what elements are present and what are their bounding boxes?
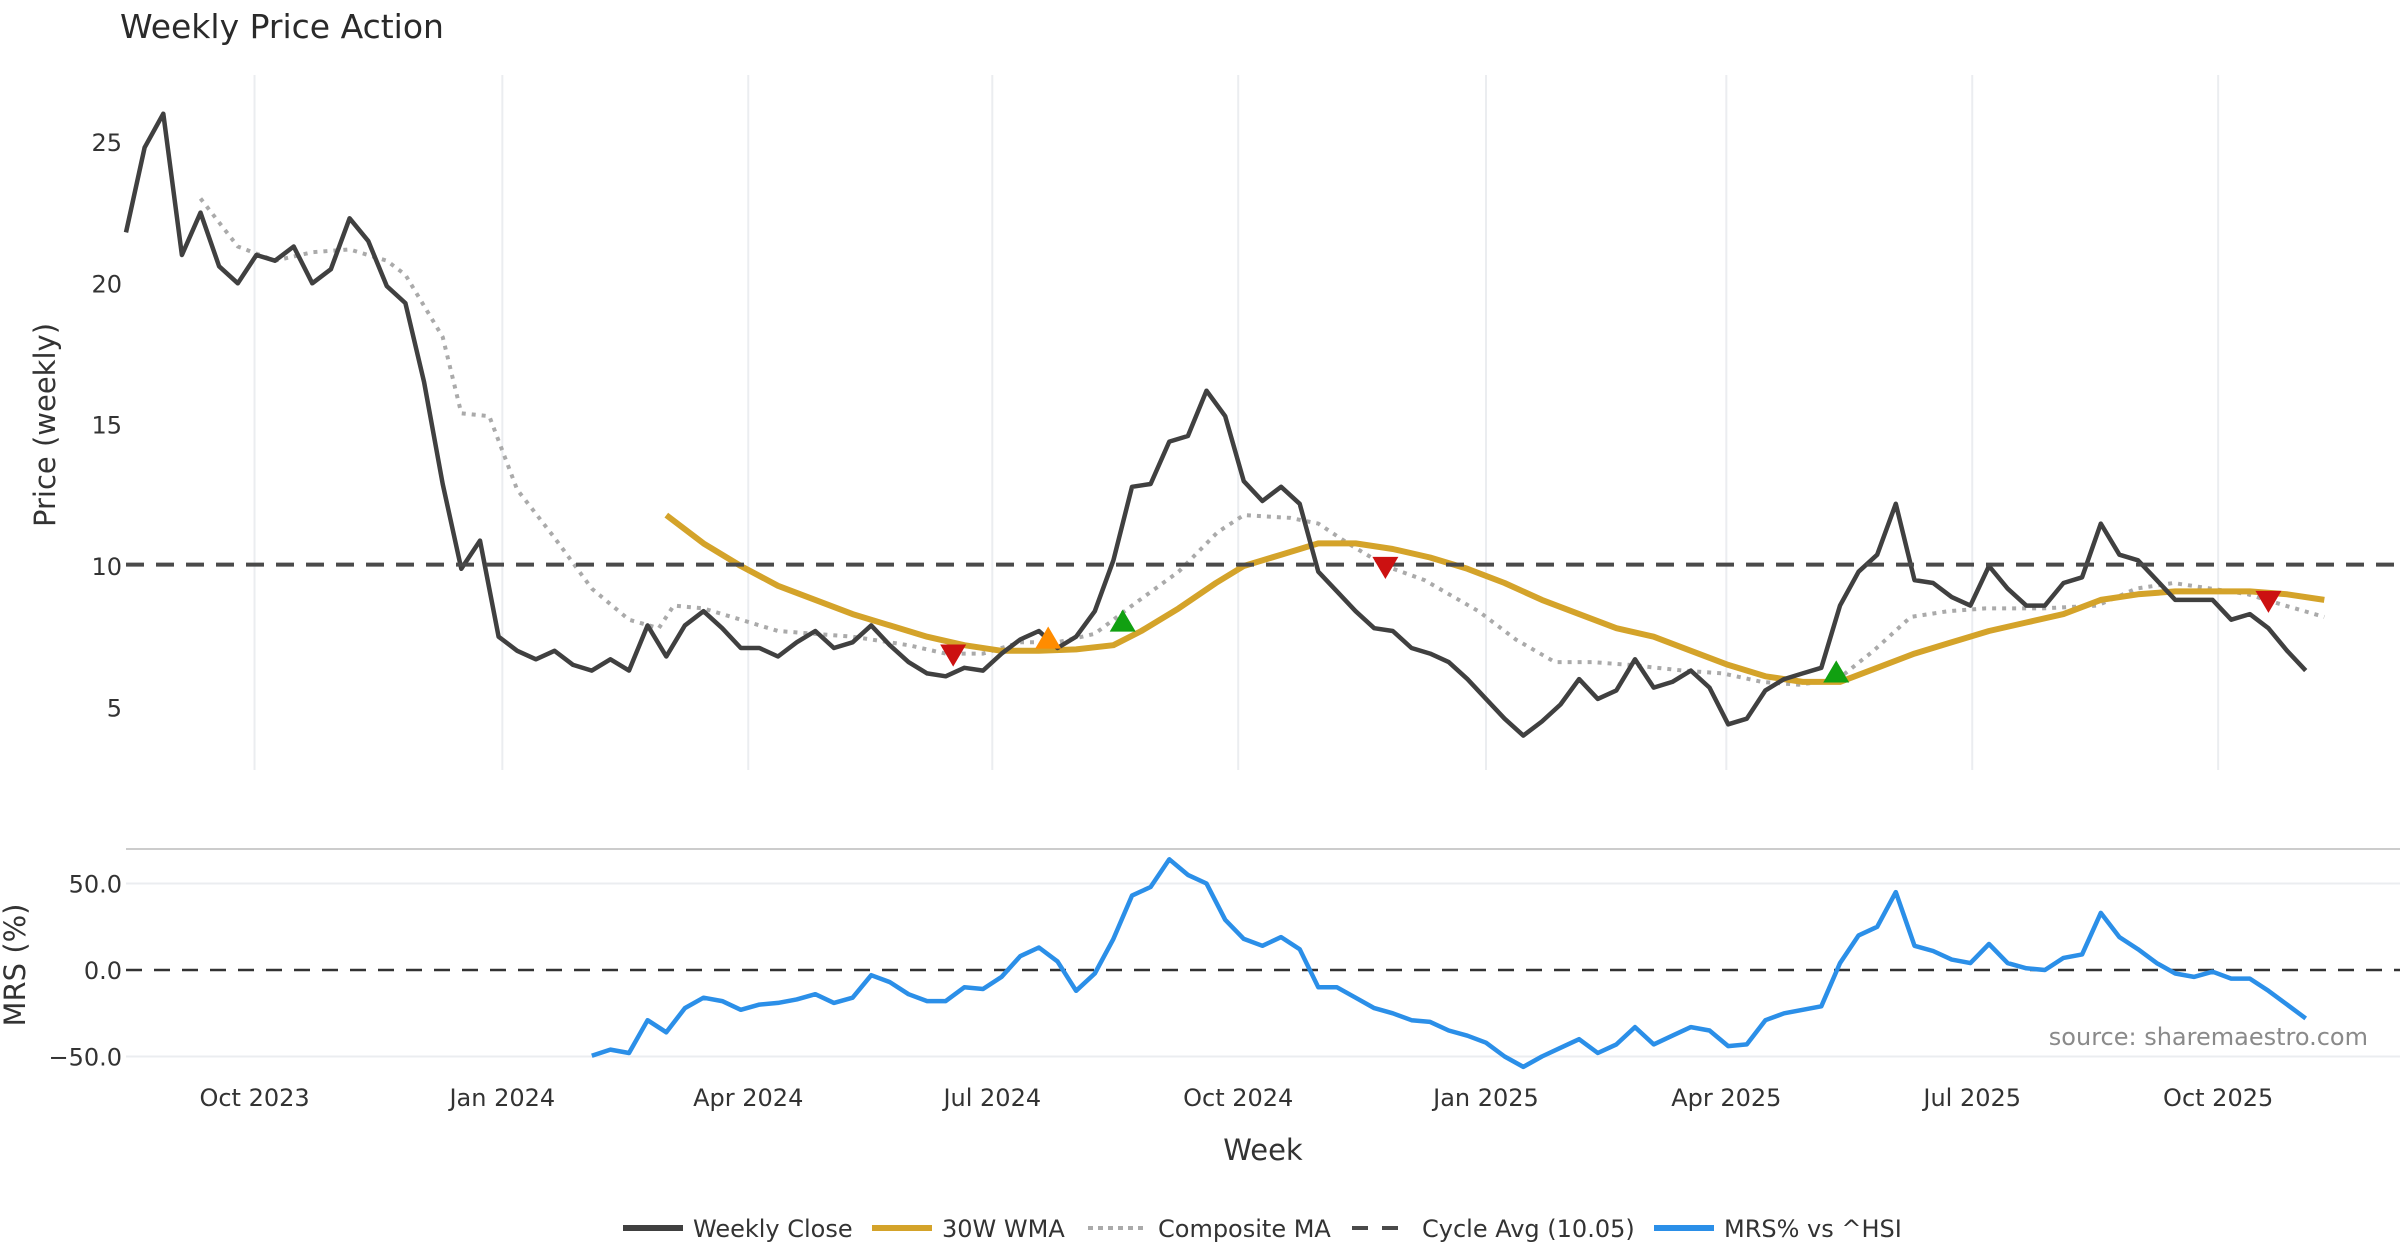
y-tick-label: 15 <box>91 412 122 440</box>
legend-item[interactable]: Cycle Avg (10.05) <box>1352 1215 1635 1243</box>
signal-markers <box>940 556 2282 683</box>
legend-item[interactable]: Weekly Close <box>623 1215 853 1243</box>
buy-signal-marker <box>1109 609 1136 632</box>
x-tick-label: Jan 2024 <box>447 1084 555 1112</box>
legend-item[interactable]: MRS% vs ^HSI <box>1654 1215 1902 1243</box>
x-tick-label: Jul 2024 <box>941 1084 1041 1112</box>
x-tick-label: Oct 2024 <box>1183 1084 1293 1112</box>
mrs-y-tick-label: −50.0 <box>48 1044 122 1072</box>
buy-signal-marker <box>1035 626 1062 649</box>
legend-label: Composite MA <box>1158 1215 1331 1243</box>
sell-signal-marker <box>1372 556 1399 579</box>
y-tick-label: 10 <box>91 553 122 581</box>
x-tick-label: Apr 2025 <box>1671 1084 1781 1112</box>
mrs-series <box>126 857 2400 1070</box>
sell-signal-marker <box>2255 590 2282 613</box>
mrs-y-tick-label: 0.0 <box>84 957 122 985</box>
x-tick-label: Apr 2024 <box>693 1084 803 1112</box>
price-y-ticks: 5 10 15 20 25 <box>91 129 122 722</box>
mrs-y-tick-label: 50.0 <box>69 871 122 899</box>
mrs-grid <box>126 882 2400 1058</box>
composite-ma-line <box>198 197 2325 687</box>
legend-label: MRS% vs ^HSI <box>1724 1215 1902 1243</box>
chart-title: Weekly Price Action <box>120 7 444 46</box>
buy-signal-marker <box>1823 660 1850 683</box>
x-tick-label: Jan 2025 <box>1431 1084 1539 1112</box>
source-annotation: source: sharemaestro.com <box>2049 1023 2368 1051</box>
mrs-y-ticks: 50.0 0.0 −50.0 <box>48 871 122 1072</box>
x-tick-label: Jul 2025 <box>1921 1084 2021 1112</box>
x-axis-ticks: Oct 2023 Jan 2024 Apr 2024 Jul 2024 Oct 2024… <box>199 1084 2273 1112</box>
legend-label: Weekly Close <box>693 1215 853 1243</box>
legend-label: Cycle Avg (10.05) <box>1422 1215 1635 1243</box>
y-tick-label: 25 <box>91 129 122 157</box>
x-tick-label: Oct 2025 <box>2163 1084 2273 1112</box>
mrs-line <box>591 857 2308 1070</box>
price-y-axis-label: Price (weekly) <box>28 323 62 527</box>
30w-wma-line <box>664 512 2325 685</box>
legend-item[interactable]: Composite MA <box>1088 1215 1331 1243</box>
price-series <box>123 111 2400 738</box>
x-tick-label: Oct 2023 <box>199 1084 309 1112</box>
mrs-y-axis-label: MRS (%) <box>0 904 32 1027</box>
y-tick-label: 5 <box>107 694 122 722</box>
weekly-close-line <box>123 111 2308 738</box>
legend-item[interactable]: 30W WMA <box>872 1215 1065 1243</box>
y-tick-label: 20 <box>91 270 122 298</box>
sell-signal-marker <box>940 644 967 667</box>
price-grid <box>253 75 2220 770</box>
legend-label: 30W WMA <box>942 1215 1065 1243</box>
x-axis-label: Week <box>1223 1133 1303 1167</box>
legend: Weekly Close 30W WMA Composite MA Cycle Avg… <box>623 1215 1902 1243</box>
